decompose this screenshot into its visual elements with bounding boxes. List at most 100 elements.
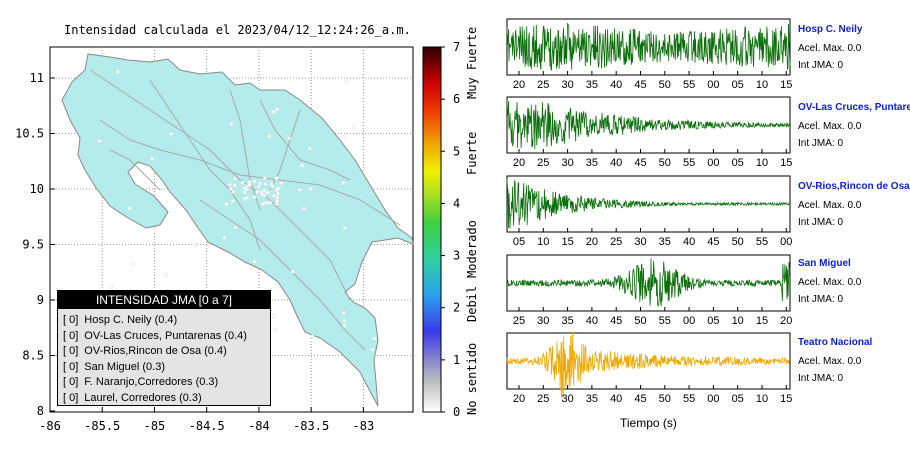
station-name[interactable]: San Miguel (798, 258, 851, 269)
station-point (300, 163, 305, 168)
waveform-tick: 10 (756, 79, 768, 91)
station-point (341, 181, 346, 185)
colorbar-tick: 0 (453, 405, 460, 419)
waveform-tick: 15 (780, 157, 792, 169)
station-point (242, 186, 247, 190)
waveform-tick: 35 (659, 236, 671, 248)
legend-row: [ 0] F. Naranjo,Corredores (0.3) (58, 375, 270, 391)
station-point (229, 186, 233, 191)
legend-row: [ 0] Laurel, Corredores (0.3) (58, 391, 270, 407)
station-int: Int JMA: 0 (798, 138, 844, 149)
map-y-tick: 10 (30, 182, 44, 196)
station-acel: Acel. Max. 0.0 (798, 200, 862, 211)
waveform-tick: 50 (659, 79, 671, 91)
waveform-tick: 30 (561, 157, 573, 169)
station-point (342, 310, 346, 315)
map-x-ticks: -86 -85.5 -85 -84.5 -84 -83.5 -83 (39, 407, 374, 433)
legend-row: [ 0] OV-Rios,Rincon de Osa (0.4) (58, 344, 270, 360)
station-point (169, 132, 173, 136)
waveform-tick: 50 (659, 393, 671, 405)
colorbar-tick: 2 (453, 301, 460, 315)
waveform-trace (506, 258, 791, 308)
station-int: Int JMA: 0 (798, 294, 844, 305)
waveform-tick: 05 (732, 393, 744, 405)
station-acel: Acel. Max. 0.0 (798, 356, 862, 367)
station-point (275, 107, 279, 112)
intensity-legend: INTENSIDAD JMA [0 a 7] [ 0] Hosp C. Neily… (57, 290, 271, 406)
map-y-tick: 8.5 (22, 349, 44, 363)
station-point (259, 190, 264, 194)
legend-badge: [ 0] (63, 376, 79, 388)
colorbar-word-no-sentido: No sentido (465, 343, 479, 415)
station-point (266, 191, 270, 195)
legend-title: INTENSIDAD JMA [0 a 7] (58, 291, 270, 309)
waveform-tick: 00 (780, 236, 792, 248)
waveform-trace (506, 331, 791, 398)
station-point (258, 181, 263, 186)
map-x-tick: -84 (248, 419, 270, 433)
station-name[interactable]: Hosp C. Neily (798, 24, 863, 35)
waveform-tick: 40 (610, 79, 622, 91)
station-point (233, 177, 237, 181)
station-name[interactable]: Teatro Nacional (798, 337, 873, 348)
waveform-tick: 10 (732, 315, 744, 327)
colorbar-ticks: 7 6 5 4 3 2 1 0 (441, 40, 460, 419)
map-y-tick: 10.5 (15, 127, 44, 141)
waveform-tick: 40 (610, 393, 622, 405)
waveform-tick: 15 (780, 393, 792, 405)
waveform-tick: 05 (732, 157, 744, 169)
station-point (302, 206, 306, 211)
colorbar-tick: 6 (453, 92, 460, 106)
map-y-tick: 9.5 (22, 238, 44, 252)
waveform-tick: 20 (780, 315, 792, 327)
legend-station: Hosp C. Neily (0.4) (84, 314, 178, 326)
station-name[interactable]: OV-Las Cruces, Puntarenas (798, 102, 910, 113)
waveform-tick: 25 (537, 157, 549, 169)
waveform-tick: 20 (586, 236, 598, 248)
station-info-1: OV-Las Cruces, Puntarenas Acel. Max. 0.0… (798, 102, 910, 149)
waveform-tick: 35 (586, 79, 598, 91)
waveform-tick: 25 (513, 315, 525, 327)
waveform-tick: 45 (610, 315, 622, 327)
station-point (231, 190, 236, 194)
waveform-tick: 15 (561, 236, 573, 248)
station-point (222, 235, 227, 240)
station-point (160, 183, 164, 187)
station-acel: Acel. Max. 0.0 (798, 277, 862, 288)
colorbar-word-debil: Debil (465, 286, 479, 322)
waveform-tick: 15 (756, 315, 768, 327)
legend-row: [ 0] Hosp C. Neily (0.4) (58, 313, 270, 329)
legend-badge: [ 0] (63, 360, 79, 373)
station-point (273, 327, 277, 332)
station-point (245, 195, 249, 200)
station-point (116, 70, 120, 74)
colorbar-word-moderado: Moderado (465, 220, 479, 278)
waveform-tick: 30 (537, 315, 549, 327)
waveform-tick: 45 (634, 79, 646, 91)
station-point (274, 176, 279, 180)
station-point (253, 259, 257, 264)
waveform-tick: 50 (732, 236, 744, 248)
waveform-tick: 30 (561, 393, 573, 405)
station-info-4: Teatro Nacional Acel. Max. 0.0 Int JMA: … (798, 337, 910, 384)
station-point (307, 146, 312, 151)
waveform-tick: 45 (707, 236, 719, 248)
station-point (343, 226, 347, 230)
legend-badge: [ 0] (63, 329, 79, 342)
station-point (252, 195, 257, 199)
road-network (89, 69, 401, 351)
station-name[interactable]: OV-Rios,Rincon de Osa (798, 181, 910, 192)
station-point (272, 193, 276, 198)
station-point (342, 319, 346, 323)
waveform-tick: 25 (537, 393, 549, 405)
waveform-tick: 00 (707, 393, 719, 405)
waveform-tick: 55 (683, 393, 695, 405)
waveform-1: 20 25 30 35 40 45 50 55 00 05 10 15 (506, 96, 792, 169)
colorbar-tick: 1 (453, 353, 460, 367)
station-point (234, 78, 238, 83)
station-info-0: Hosp C. Neily Acel. Max. 0.0 Int JMA: 0 (798, 24, 910, 71)
map-title: Intensidad calculada el 2023/04/12_12:24… (64, 23, 411, 37)
station-point (257, 185, 261, 189)
station-point (131, 262, 135, 266)
